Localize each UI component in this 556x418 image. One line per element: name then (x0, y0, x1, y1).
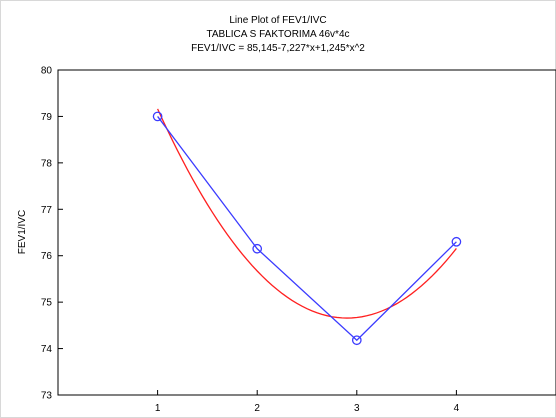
y-tick-label: 75 (41, 298, 53, 309)
x-tick-label: 4 (454, 403, 460, 414)
y-tick-label: 78 (41, 158, 53, 169)
x-axis: 1 2 3 4 (155, 390, 460, 414)
chart-subtitle: TABLICA S FAKTORIMA 46v*4c (206, 29, 350, 40)
x-tick-label: 2 (254, 403, 260, 414)
y-axis: 73 74 75 76 77 78 79 80 (41, 66, 63, 402)
plot-area (57, 69, 556, 396)
x-tick-label: 3 (354, 403, 360, 414)
data-point-marker (252, 243, 263, 254)
data-point-marker (451, 236, 462, 247)
y-tick-label: 74 (41, 344, 53, 355)
fit-curve-layer (157, 108, 457, 319)
chart-equation: FEV1/IVC = 85,145-7,227*x+1,245*x^2 (191, 43, 365, 54)
y-tick-label: 76 (41, 251, 53, 262)
fit-curve (157, 108, 457, 319)
series-line (157, 116, 457, 342)
data-point-marker (351, 335, 362, 346)
series-layer (152, 111, 462, 346)
chart-titles: Line Plot of FEV1/IVC TABLICA S FAKTORIM… (0, 14, 556, 56)
x-tick-label: 1 (155, 403, 161, 414)
data-point-marker (152, 111, 163, 122)
y-tick-label: 77 (41, 205, 53, 216)
y-tick-label: 73 (41, 391, 53, 402)
chart-title: Line Plot of FEV1/IVC (229, 15, 327, 26)
y-tick-label: 79 (41, 112, 53, 123)
y-tick-label: 80 (41, 66, 53, 77)
y-axis-title: FEV1/IVC (17, 210, 28, 254)
